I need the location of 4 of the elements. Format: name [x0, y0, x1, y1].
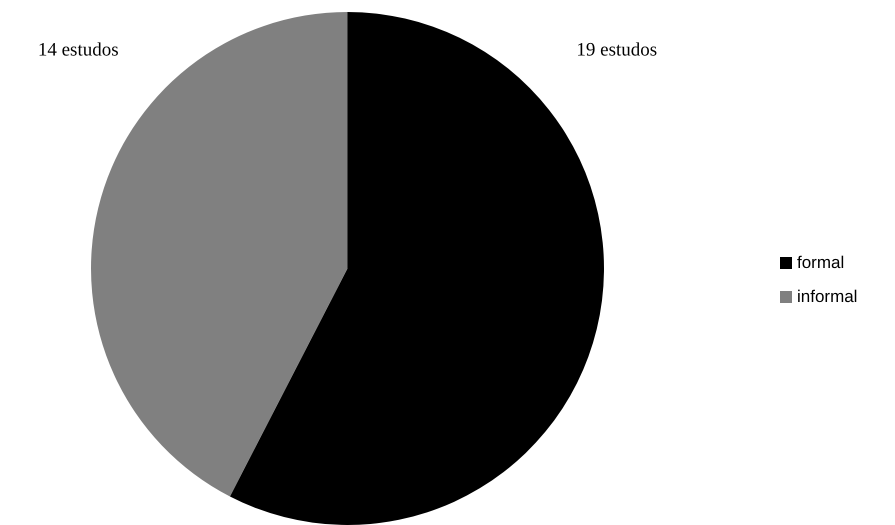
- legend-label: formal: [796, 252, 846, 274]
- legend-label: informal: [796, 286, 858, 308]
- data-label: 19 estudos: [576, 39, 658, 60]
- data-label: 14 estudos: [38, 39, 119, 60]
